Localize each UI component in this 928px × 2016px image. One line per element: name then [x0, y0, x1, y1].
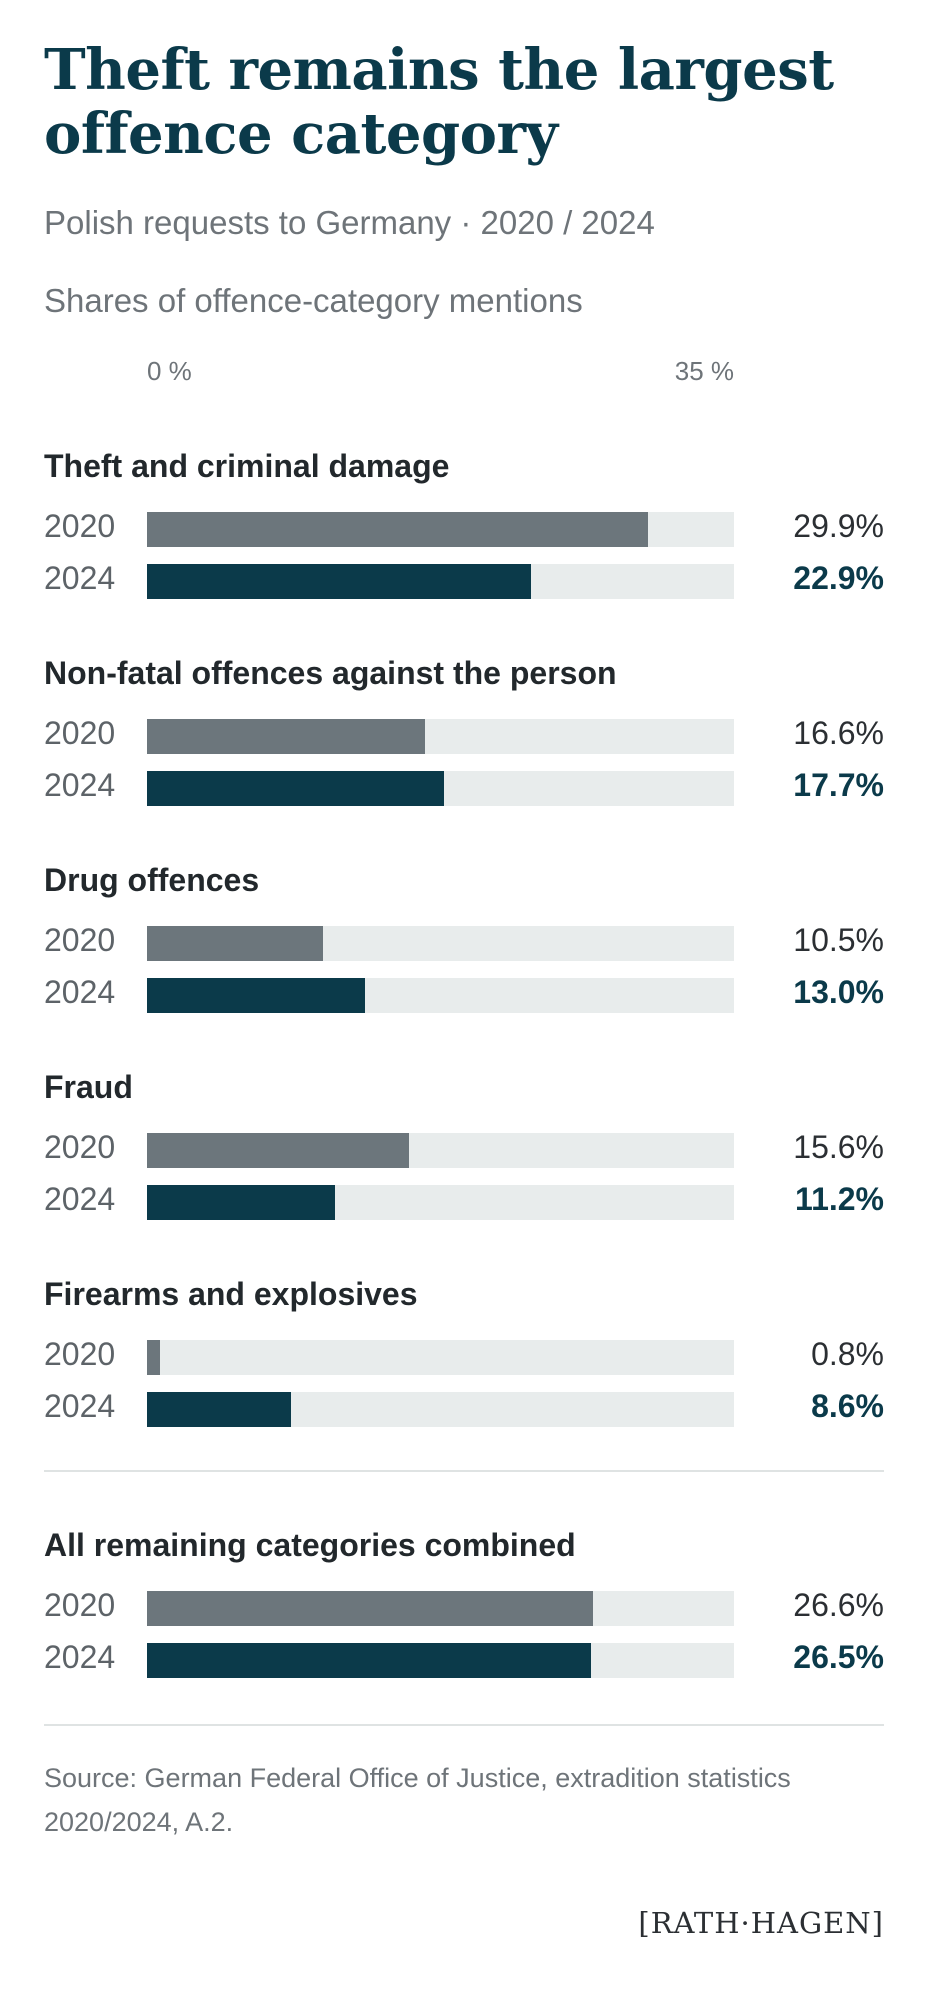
- bar-2024: [147, 1185, 335, 1220]
- year-label: 2020: [44, 922, 116, 958]
- chart-subtitle: Polish requests to Germany · 2020 / 2024: [44, 204, 655, 241]
- value-label: 8.6%: [811, 1388, 884, 1424]
- year-label: 2020: [44, 1336, 116, 1372]
- category-group: All remaining categories combined 2020 26.…: [0, 1527, 928, 1697]
- brand-logo: [RATH·HAGEN]: [638, 1906, 884, 1940]
- year-label: 2020: [44, 1587, 116, 1623]
- category-label: Theft and criminal damage: [44, 448, 450, 484]
- category-label: All remaining categories combined: [44, 1527, 576, 1563]
- bar-row: 2020 16.6%: [0, 715, 928, 755]
- category-group: Non-fatal offences against the person 202…: [0, 655, 928, 825]
- bar-row: 2020 29.9%: [0, 508, 928, 548]
- category-label: Drug offences: [44, 862, 260, 898]
- chart-title: Theft remains the largest offence catego…: [44, 37, 834, 167]
- divider-bottom: [44, 1724, 884, 1726]
- bar-row: 2020 0.8%: [0, 1336, 928, 1376]
- value-label: 16.6%: [793, 715, 884, 751]
- bar-track: [147, 1133, 734, 1168]
- year-label: 2020: [44, 508, 116, 544]
- value-label: 26.5%: [793, 1639, 884, 1675]
- bar-2024: [147, 1392, 292, 1427]
- year-label: 2020: [44, 715, 116, 751]
- category-group: Fraud 2020 15.6% 2024 11.2%: [0, 1069, 928, 1239]
- bar-track: [147, 1340, 734, 1375]
- bar-row: 2020 10.5%: [0, 922, 928, 962]
- category-label: Non-fatal offences against the person: [44, 655, 617, 691]
- category-label: Fraud: [44, 1069, 133, 1105]
- year-label: 2024: [44, 1388, 116, 1424]
- bar-2024: [147, 978, 366, 1013]
- bar-track: [147, 926, 734, 961]
- value-label: 13.0%: [793, 974, 884, 1010]
- bar-2020: [147, 1591, 594, 1626]
- scale-max-label: 35 %: [674, 356, 734, 386]
- bar-2020: [147, 719, 426, 754]
- bar-row: 2024 26.5%: [0, 1639, 928, 1679]
- source-note: Source: German Federal Office of Justice…: [44, 1763, 791, 1837]
- bar-track: [147, 564, 734, 599]
- category-group: Theft and criminal damage 2020 29.9% 2024 22…: [0, 448, 928, 618]
- bar-row: 2024 17.7%: [0, 767, 928, 807]
- year-label: 2020: [44, 1129, 116, 1165]
- category-group: Drug offences 2020 10.5% 2024 13.0%: [0, 862, 928, 1032]
- value-label: 15.6%: [793, 1129, 884, 1165]
- value-label: 10.5%: [793, 922, 884, 958]
- bar-row: 2024 8.6%: [0, 1388, 928, 1428]
- bar-row: 2024 22.9%: [0, 560, 928, 600]
- bar-track: [147, 512, 734, 547]
- bar-track: [147, 1643, 734, 1678]
- bar-track: [147, 771, 734, 806]
- year-label: 2024: [44, 1639, 116, 1675]
- bar-2020: [147, 1133, 409, 1168]
- bar-row: 2020 15.6%: [0, 1129, 928, 1169]
- scale-min-label: 0 %: [147, 356, 192, 386]
- bar-track: [147, 1591, 734, 1626]
- bar-2020: [147, 926, 324, 961]
- divider-top: [44, 1470, 884, 1472]
- bar-track: [147, 1392, 734, 1427]
- value-label: 0.8%: [811, 1336, 884, 1372]
- year-label: 2024: [44, 767, 116, 803]
- bar-track: [147, 978, 734, 1013]
- value-label: 26.6%: [793, 1587, 884, 1623]
- bar-2024: [147, 771, 444, 806]
- bar-track: [147, 719, 734, 754]
- year-label: 2024: [44, 1181, 116, 1217]
- bar-2020: [147, 1340, 161, 1375]
- year-label: 2024: [44, 974, 116, 1010]
- bar-row: 2020 26.6%: [0, 1587, 928, 1627]
- chart-note: Shares of offence-category mentions: [44, 282, 583, 319]
- bar-row: 2024 13.0%: [0, 974, 928, 1014]
- value-label: 22.9%: [793, 560, 884, 596]
- bar-2024: [147, 564, 532, 599]
- category-group: Firearms and explosives 2020 0.8% 2024 8.6%: [0, 1276, 928, 1446]
- bar-track: [147, 1185, 734, 1220]
- value-label: 11.2%: [795, 1181, 884, 1217]
- value-label: 17.7%: [793, 767, 884, 803]
- category-label: Firearms and explosives: [44, 1276, 418, 1312]
- value-label: 29.9%: [793, 508, 884, 544]
- bar-2020: [147, 512, 649, 547]
- bar-2024: [147, 1643, 592, 1678]
- bar-row: 2024 11.2%: [0, 1181, 928, 1221]
- year-label: 2024: [44, 560, 116, 596]
